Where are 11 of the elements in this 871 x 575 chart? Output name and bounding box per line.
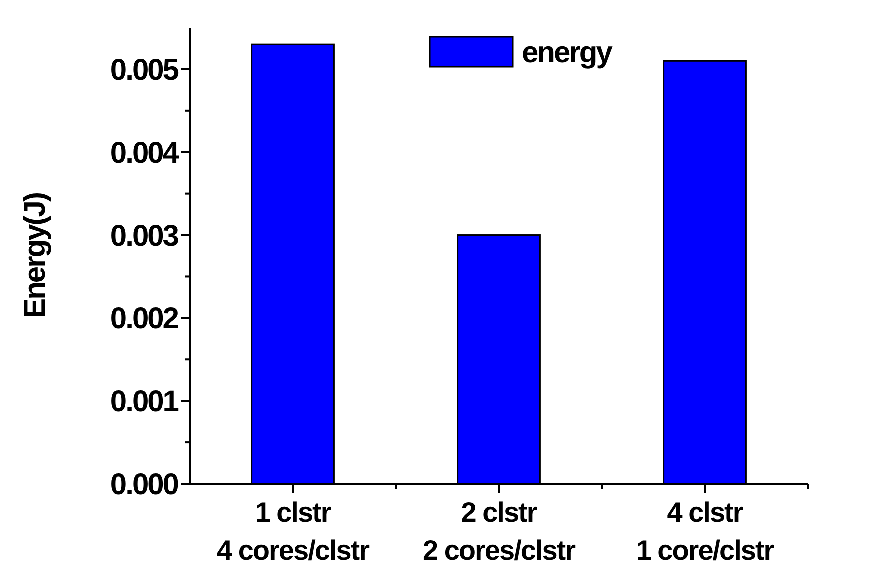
y-axis-title: Energy(J)	[19, 193, 52, 318]
x-tick-label: 1 clstr 4 cores/clstr	[217, 497, 370, 566]
x-tick-label: 2 clstr 2 cores/clstr	[423, 497, 576, 566]
legend-label: energy	[522, 36, 614, 70]
y-tick-label: 0.003	[110, 220, 179, 253]
y-tick-label: 0.001	[110, 386, 179, 419]
x-tick-label: 4 clstr 1 core/clstr	[636, 497, 775, 566]
y-tick-label: 0.005	[110, 54, 179, 87]
y-tick-label: 0.004	[110, 136, 180, 170]
y-tick-label: 0.002	[110, 302, 179, 336]
y-tick-label: 0.000	[110, 468, 179, 502]
